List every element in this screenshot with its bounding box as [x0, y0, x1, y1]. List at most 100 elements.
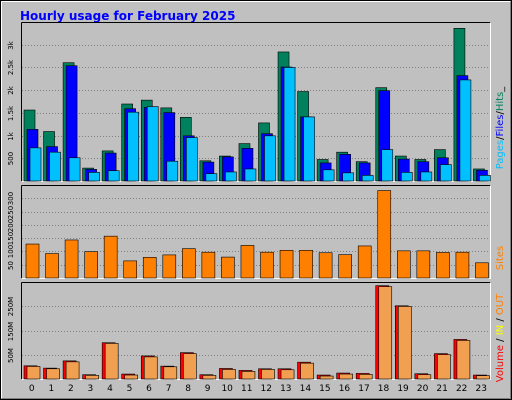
bar-sites: [279, 249, 294, 279]
x-tick-label: 12: [261, 384, 272, 394]
x-tick-label: 20: [417, 384, 429, 394]
plot-area-0: [21, 22, 491, 182]
bar-out: [222, 369, 236, 380]
bar-sites: [123, 260, 138, 279]
bar-out: [300, 362, 314, 380]
bar-sites: [396, 250, 411, 279]
bar-pages: [49, 151, 61, 182]
bar-pages: [205, 173, 218, 182]
bar-out: [183, 353, 197, 380]
bar-pages: [303, 116, 315, 182]
y-tick-label: 3k: [7, 40, 15, 49]
bar-out: [124, 374, 139, 380]
bar-pages: [283, 67, 296, 182]
bar-sites: [25, 243, 40, 279]
bar-out: [456, 340, 471, 380]
bar-out: [417, 374, 432, 380]
x-tick-label: 19: [397, 384, 409, 394]
legend-top-part: Hits: [495, 92, 506, 111]
legend-top-part: _: [495, 86, 506, 93]
y-tick-label: 50M: [7, 348, 15, 363]
bar-sites: [221, 256, 235, 279]
legend-top-part: Pages: [495, 140, 506, 169]
bar-out: [26, 366, 41, 380]
legend-middle-part: Sites: [495, 246, 506, 270]
bar-pages: [244, 168, 257, 182]
legend-top-part: /: [495, 111, 506, 115]
bar-out: [261, 369, 275, 380]
legend-top: Pages/Files/Hits_: [495, 86, 506, 170]
y-tick-label: 1.5k: [7, 105, 15, 121]
y-tick-label: 200: [7, 219, 15, 232]
x-tick-label: 10: [221, 384, 233, 394]
x-tick-label: 17: [358, 384, 369, 394]
x-tick-label: 11: [241, 384, 252, 394]
bar-out: [163, 366, 178, 380]
bar-pages: [361, 175, 374, 182]
bar-out: [358, 374, 373, 380]
bar-pages: [127, 111, 140, 182]
bar-out: [104, 343, 119, 380]
x-tick-label: 3: [88, 384, 94, 394]
x-tick-label: 5: [127, 384, 133, 394]
bar-out: [143, 356, 158, 380]
bar-out: [319, 375, 334, 380]
chart-title: Hourly usage for February 2025: [20, 9, 235, 23]
bar-pages: [186, 137, 198, 182]
x-tick-label: 15: [319, 384, 330, 394]
bar-pages: [107, 170, 120, 182]
bar-out: [339, 373, 353, 380]
bar-out: [397, 306, 412, 380]
bar-pages: [381, 149, 394, 182]
y-tick-label: 250: [7, 206, 15, 219]
x-tick-label: 14: [300, 384, 312, 394]
bar-sites: [377, 190, 392, 279]
x-tick-label: 22: [456, 384, 467, 394]
bar-pages: [459, 79, 472, 182]
bar-sites: [455, 251, 470, 279]
x-tick-label: 9: [205, 384, 211, 394]
bar-pages: [400, 172, 413, 182]
y-tick-label: 2.5k: [7, 59, 15, 75]
bar-pages: [146, 106, 159, 182]
bar-pages: [29, 147, 42, 182]
x-tick-label: 1: [48, 384, 54, 394]
bar-sites: [142, 257, 157, 279]
legend-bottom-part: Volume: [495, 345, 506, 382]
bar-pages: [68, 157, 81, 182]
bar-pages: [420, 171, 433, 182]
y-tick-label: 50: [7, 261, 15, 270]
bar-sites: [357, 245, 372, 279]
y-tick-label: 250M: [7, 297, 15, 316]
legend-top-part: Files: [495, 115, 506, 137]
bar-sites: [475, 262, 489, 279]
legend-middle: Sites: [495, 246, 506, 270]
y-tick-label: 1k: [7, 131, 15, 140]
x-tick-label: 4: [107, 384, 113, 394]
bar-sites: [103, 235, 118, 279]
y-tick-label: 100: [7, 245, 15, 258]
bar-sites: [182, 248, 196, 279]
bar-out: [378, 286, 393, 380]
bar-pages: [322, 169, 335, 182]
y-tick-label: 150M: [7, 322, 15, 341]
bar-sites: [318, 252, 333, 279]
legend-bottom-part: IN: [495, 325, 506, 335]
y-tick-label: 500: [7, 152, 15, 165]
bar-pages: [342, 172, 354, 182]
bar-out: [437, 354, 451, 380]
x-tick-label: 2: [68, 384, 74, 394]
bar-sites: [260, 251, 274, 279]
bar-pages: [166, 160, 179, 182]
plot-area-1: [21, 185, 491, 279]
bar-sites: [240, 245, 255, 279]
bar-sites: [64, 239, 79, 279]
bar-pages: [440, 164, 452, 182]
x-tick-label: 21: [436, 384, 447, 394]
x-tick-label: 18: [378, 384, 390, 394]
bar-sites: [45, 253, 59, 279]
x-tick-label: 8: [185, 384, 191, 394]
bar-out: [241, 371, 256, 380]
x-tick-label: 0: [29, 384, 35, 394]
